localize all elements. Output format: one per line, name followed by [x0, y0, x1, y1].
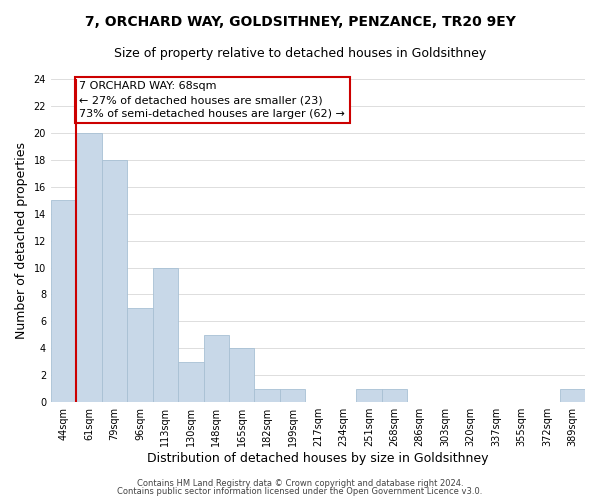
Bar — [382, 388, 407, 402]
Bar — [560, 388, 585, 402]
Text: Contains public sector information licensed under the Open Government Licence v3: Contains public sector information licen… — [118, 487, 482, 496]
Text: Contains HM Land Registry data © Crown copyright and database right 2024.: Contains HM Land Registry data © Crown c… — [137, 478, 463, 488]
Bar — [356, 388, 382, 402]
Bar — [152, 268, 178, 402]
Bar — [280, 388, 305, 402]
Bar — [203, 335, 229, 402]
Bar — [76, 133, 102, 402]
Y-axis label: Number of detached properties: Number of detached properties — [15, 142, 28, 339]
Text: 7 ORCHARD WAY: 68sqm
← 27% of detached houses are smaller (23)
73% of semi-detac: 7 ORCHARD WAY: 68sqm ← 27% of detached h… — [79, 81, 345, 119]
Bar — [102, 160, 127, 402]
Bar — [178, 362, 203, 402]
Bar — [254, 388, 280, 402]
Text: 7, ORCHARD WAY, GOLDSITHNEY, PENZANCE, TR20 9EY: 7, ORCHARD WAY, GOLDSITHNEY, PENZANCE, T… — [85, 15, 515, 29]
Text: Size of property relative to detached houses in Goldsithney: Size of property relative to detached ho… — [114, 48, 486, 60]
Bar — [127, 308, 152, 402]
Bar — [229, 348, 254, 402]
Bar — [51, 200, 76, 402]
X-axis label: Distribution of detached houses by size in Goldsithney: Distribution of detached houses by size … — [147, 452, 489, 465]
